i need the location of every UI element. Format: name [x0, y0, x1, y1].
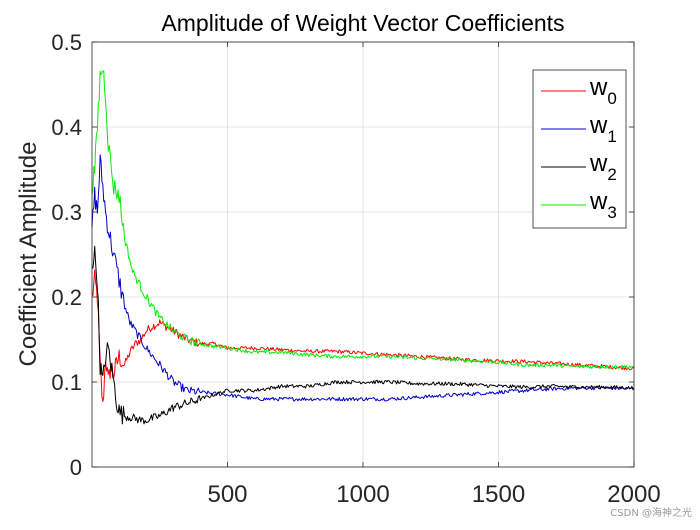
series-line-w2 [91, 245, 635, 425]
legend-label-w3: w3 [589, 188, 617, 222]
y-axis-label: Coefficient Amplitude [15, 141, 42, 366]
y-tick-label-2: 0.2 [51, 285, 82, 310]
y-tick-label-3: 0.3 [51, 200, 82, 225]
ticks: 500 1000 1500 2000 0 0.1 0.2 0.3 0.4 0.5 [51, 30, 660, 508]
legend-label-w2: w2 [589, 150, 617, 184]
series-lines [91, 70, 635, 425]
legend: w0 w1 w2 w3 [532, 69, 627, 229]
y-tick-label-4: 0.4 [51, 115, 82, 140]
y-tick-label-1: 0.1 [51, 370, 82, 395]
chart-title: Amplitude of Weight Vector Coefficients [161, 10, 564, 36]
series-line-w1 [91, 154, 635, 402]
x-tick-label-3: 2000 [607, 481, 660, 508]
legend-label-w1: w1 [589, 112, 617, 146]
series-line-w3 [91, 70, 635, 370]
y-tick-label-0: 0 [70, 455, 82, 480]
legend-label-w0: w0 [589, 74, 617, 108]
x-tick-label-2: 1500 [472, 481, 525, 508]
y-tick-label-5: 0.5 [51, 30, 82, 55]
legend-box [532, 69, 627, 229]
watermark: CSDN @海神之光 [610, 508, 692, 519]
x-tick-label-1: 1000 [336, 481, 389, 508]
x-tick-label-0: 500 [207, 481, 247, 508]
